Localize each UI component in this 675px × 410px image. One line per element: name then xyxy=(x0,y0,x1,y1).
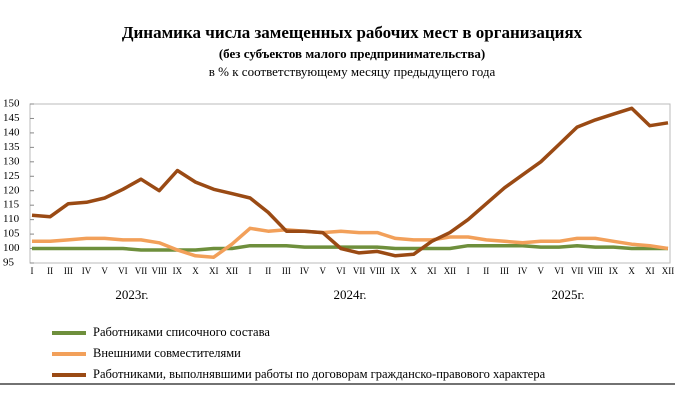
x-tick-label: V xyxy=(538,266,545,276)
y-tick-label: 145 xyxy=(3,112,20,124)
y-tick-label: 105 xyxy=(3,228,20,240)
x-tick-label: V xyxy=(319,266,326,276)
y-tick-label: 110 xyxy=(3,213,20,225)
plot-frame xyxy=(29,103,671,264)
year-label: 2023г. xyxy=(115,287,148,302)
x-tick-label: II xyxy=(483,266,489,276)
year-label: 2025г. xyxy=(551,287,584,302)
x-tick-label: VII xyxy=(353,266,366,276)
x-tick-label: I xyxy=(31,266,34,276)
x-tick-label: VII xyxy=(135,266,148,276)
units-label: в % к соответствующему месяцу предыдущег… xyxy=(209,64,496,79)
x-tick-label: II xyxy=(47,266,53,276)
x-tick-label: VIII xyxy=(588,266,604,276)
x-tick-label: VI xyxy=(336,266,346,276)
x-tick-label: VIII xyxy=(151,266,167,276)
x-tick-label: V xyxy=(101,266,108,276)
x-tick-label: IX xyxy=(609,266,619,276)
y-tick-label: 140 xyxy=(3,126,20,138)
series-line xyxy=(32,243,668,252)
y-tick-label: 135 xyxy=(3,141,20,153)
x-tick-label: VII xyxy=(571,266,584,276)
x-tick-label: XII xyxy=(444,266,457,276)
year-label: 2024г. xyxy=(333,287,366,302)
y-tick-label: 130 xyxy=(3,155,20,167)
x-tick-label: X xyxy=(410,266,417,276)
x-tick-label: XI xyxy=(209,266,219,276)
y-tick-label: 115 xyxy=(3,199,20,211)
x-tick-label: I xyxy=(249,266,252,276)
y-tick-label: 100 xyxy=(3,242,20,254)
x-tick-label: XI xyxy=(645,266,655,276)
x-tick-label: VIII xyxy=(370,266,386,276)
x-tick-label: II xyxy=(265,266,271,276)
x-tick-label: IV xyxy=(518,266,528,276)
y-tick-label: 120 xyxy=(3,184,20,196)
x-tick-label: XII xyxy=(662,266,675,276)
x-tick-label: IV xyxy=(300,266,310,276)
x-tick-label: XII xyxy=(226,266,239,276)
x-tick-label: VI xyxy=(554,266,564,276)
x-tick-label: III xyxy=(64,266,73,276)
y-tick-label: 95 xyxy=(3,257,15,269)
series-line xyxy=(32,226,669,259)
x-tick-label: III xyxy=(500,266,509,276)
x-tick-label: X xyxy=(192,266,199,276)
x-tick-label: IX xyxy=(173,266,183,276)
x-tick-label: IX xyxy=(391,266,401,276)
x-tick-label: IV xyxy=(82,266,92,276)
x-tick-label: X xyxy=(628,266,635,276)
legend-label: Работниками, выполнявшими работы по дого… xyxy=(93,367,546,381)
x-tick-label: I xyxy=(467,266,470,276)
legend-label: Внешними совместителями xyxy=(93,346,241,360)
series-line xyxy=(31,106,669,258)
y-tick-label: 150 xyxy=(3,98,20,110)
x-tick-label: VI xyxy=(118,266,128,276)
legend-label: Работниками списочного состава xyxy=(93,325,270,339)
x-tick-label: XI xyxy=(427,266,437,276)
x-tick-label: III xyxy=(282,266,291,276)
chart-title: Динамика числа замещенных рабочих мест в… xyxy=(122,23,583,42)
y-tick-label: 125 xyxy=(3,170,20,182)
chart-subtitle: (без субъектов малого предпринимательств… xyxy=(219,46,485,61)
